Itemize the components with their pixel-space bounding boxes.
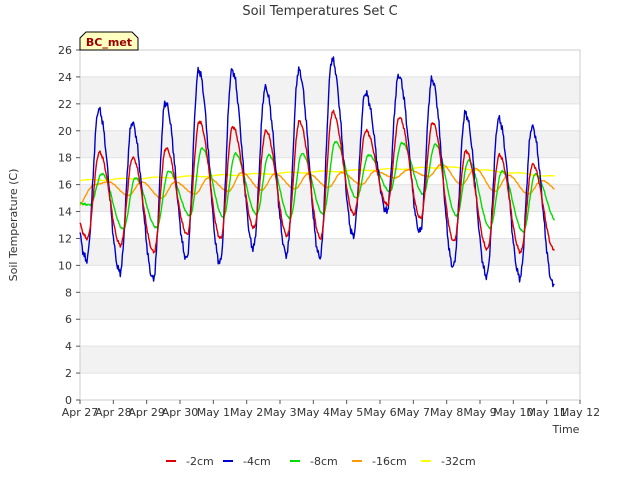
y-axis-label: Soil Temperature (C) [7,169,20,282]
x-tick-label: May 3 [263,406,296,419]
grid-band [80,76,580,104]
x-tick-label: May 10 [493,406,533,419]
badge-background [79,31,139,51]
y-tick-label: 14 [58,206,72,219]
x-tick-label: Apr 29 [128,406,165,419]
x-tick-label: Apr 30 [162,406,199,419]
y-tick-label: 4 [65,340,72,353]
grid-band [80,211,580,239]
y-tick-label: 24 [58,71,72,84]
y-tick-label: 6 [65,313,72,326]
legend-label-16cm: -16cm [372,455,407,468]
x-tick-label: May 4 [297,406,330,419]
x-tick-label: Apr 27 [62,406,99,419]
station-badge: BC_met [79,31,139,51]
grid-bands [80,50,580,401]
series-line-4cm [79,56,555,288]
series-line-8cm [79,140,555,233]
chart-title: Soil Temperatures Set C [242,4,397,19]
y-tick-label: 10 [58,259,72,272]
grid-band [80,373,580,400]
x-tick-label: May 5 [330,406,363,419]
legend-label-4cm: -4cm [243,455,271,468]
x-tick-label: May 1 [197,406,230,419]
y-tick-label: 16 [58,179,72,192]
plot-area [79,49,581,401]
grid-band [80,346,580,374]
legend-label-8cm: -8cm [310,455,338,468]
legend-label-32cm: -32cm [441,455,476,468]
y-tick-label: 18 [58,152,72,165]
x-tick-label: May 11 [527,406,567,419]
legend-label-2cm: -2cm [186,455,214,468]
x-tick-label: May 6 [363,406,396,419]
y-tick-label: 20 [58,125,72,138]
grid-band [80,265,580,293]
grid-band [80,238,580,266]
x-tick-label: May 2 [230,406,263,419]
badge-label: BC_met [86,36,132,49]
y-tick-label: 8 [65,286,72,299]
x-tick-label: Apr 28 [95,406,132,419]
y-tick-label: 12 [58,232,72,245]
grid-band [80,184,580,212]
x-axis-label: Time [552,423,580,436]
grid-band [80,292,580,320]
y-tick-label: 22 [58,98,72,111]
y-tick-label: 26 [58,44,72,57]
y-tick-label: 2 [65,367,72,380]
grid-band [80,319,580,347]
series-lines [79,56,556,288]
legend: -2cm -4cm -8cm -16cm -32cm [166,455,476,468]
x-tick-label: May 7 [397,406,430,419]
y-tick-label: 0 [65,394,72,407]
x-tick-label: May 9 [463,406,496,419]
series-line-2cm [79,109,555,254]
x-tick-label: May 8 [430,406,463,419]
x-tick-label: May 12 [560,406,600,419]
